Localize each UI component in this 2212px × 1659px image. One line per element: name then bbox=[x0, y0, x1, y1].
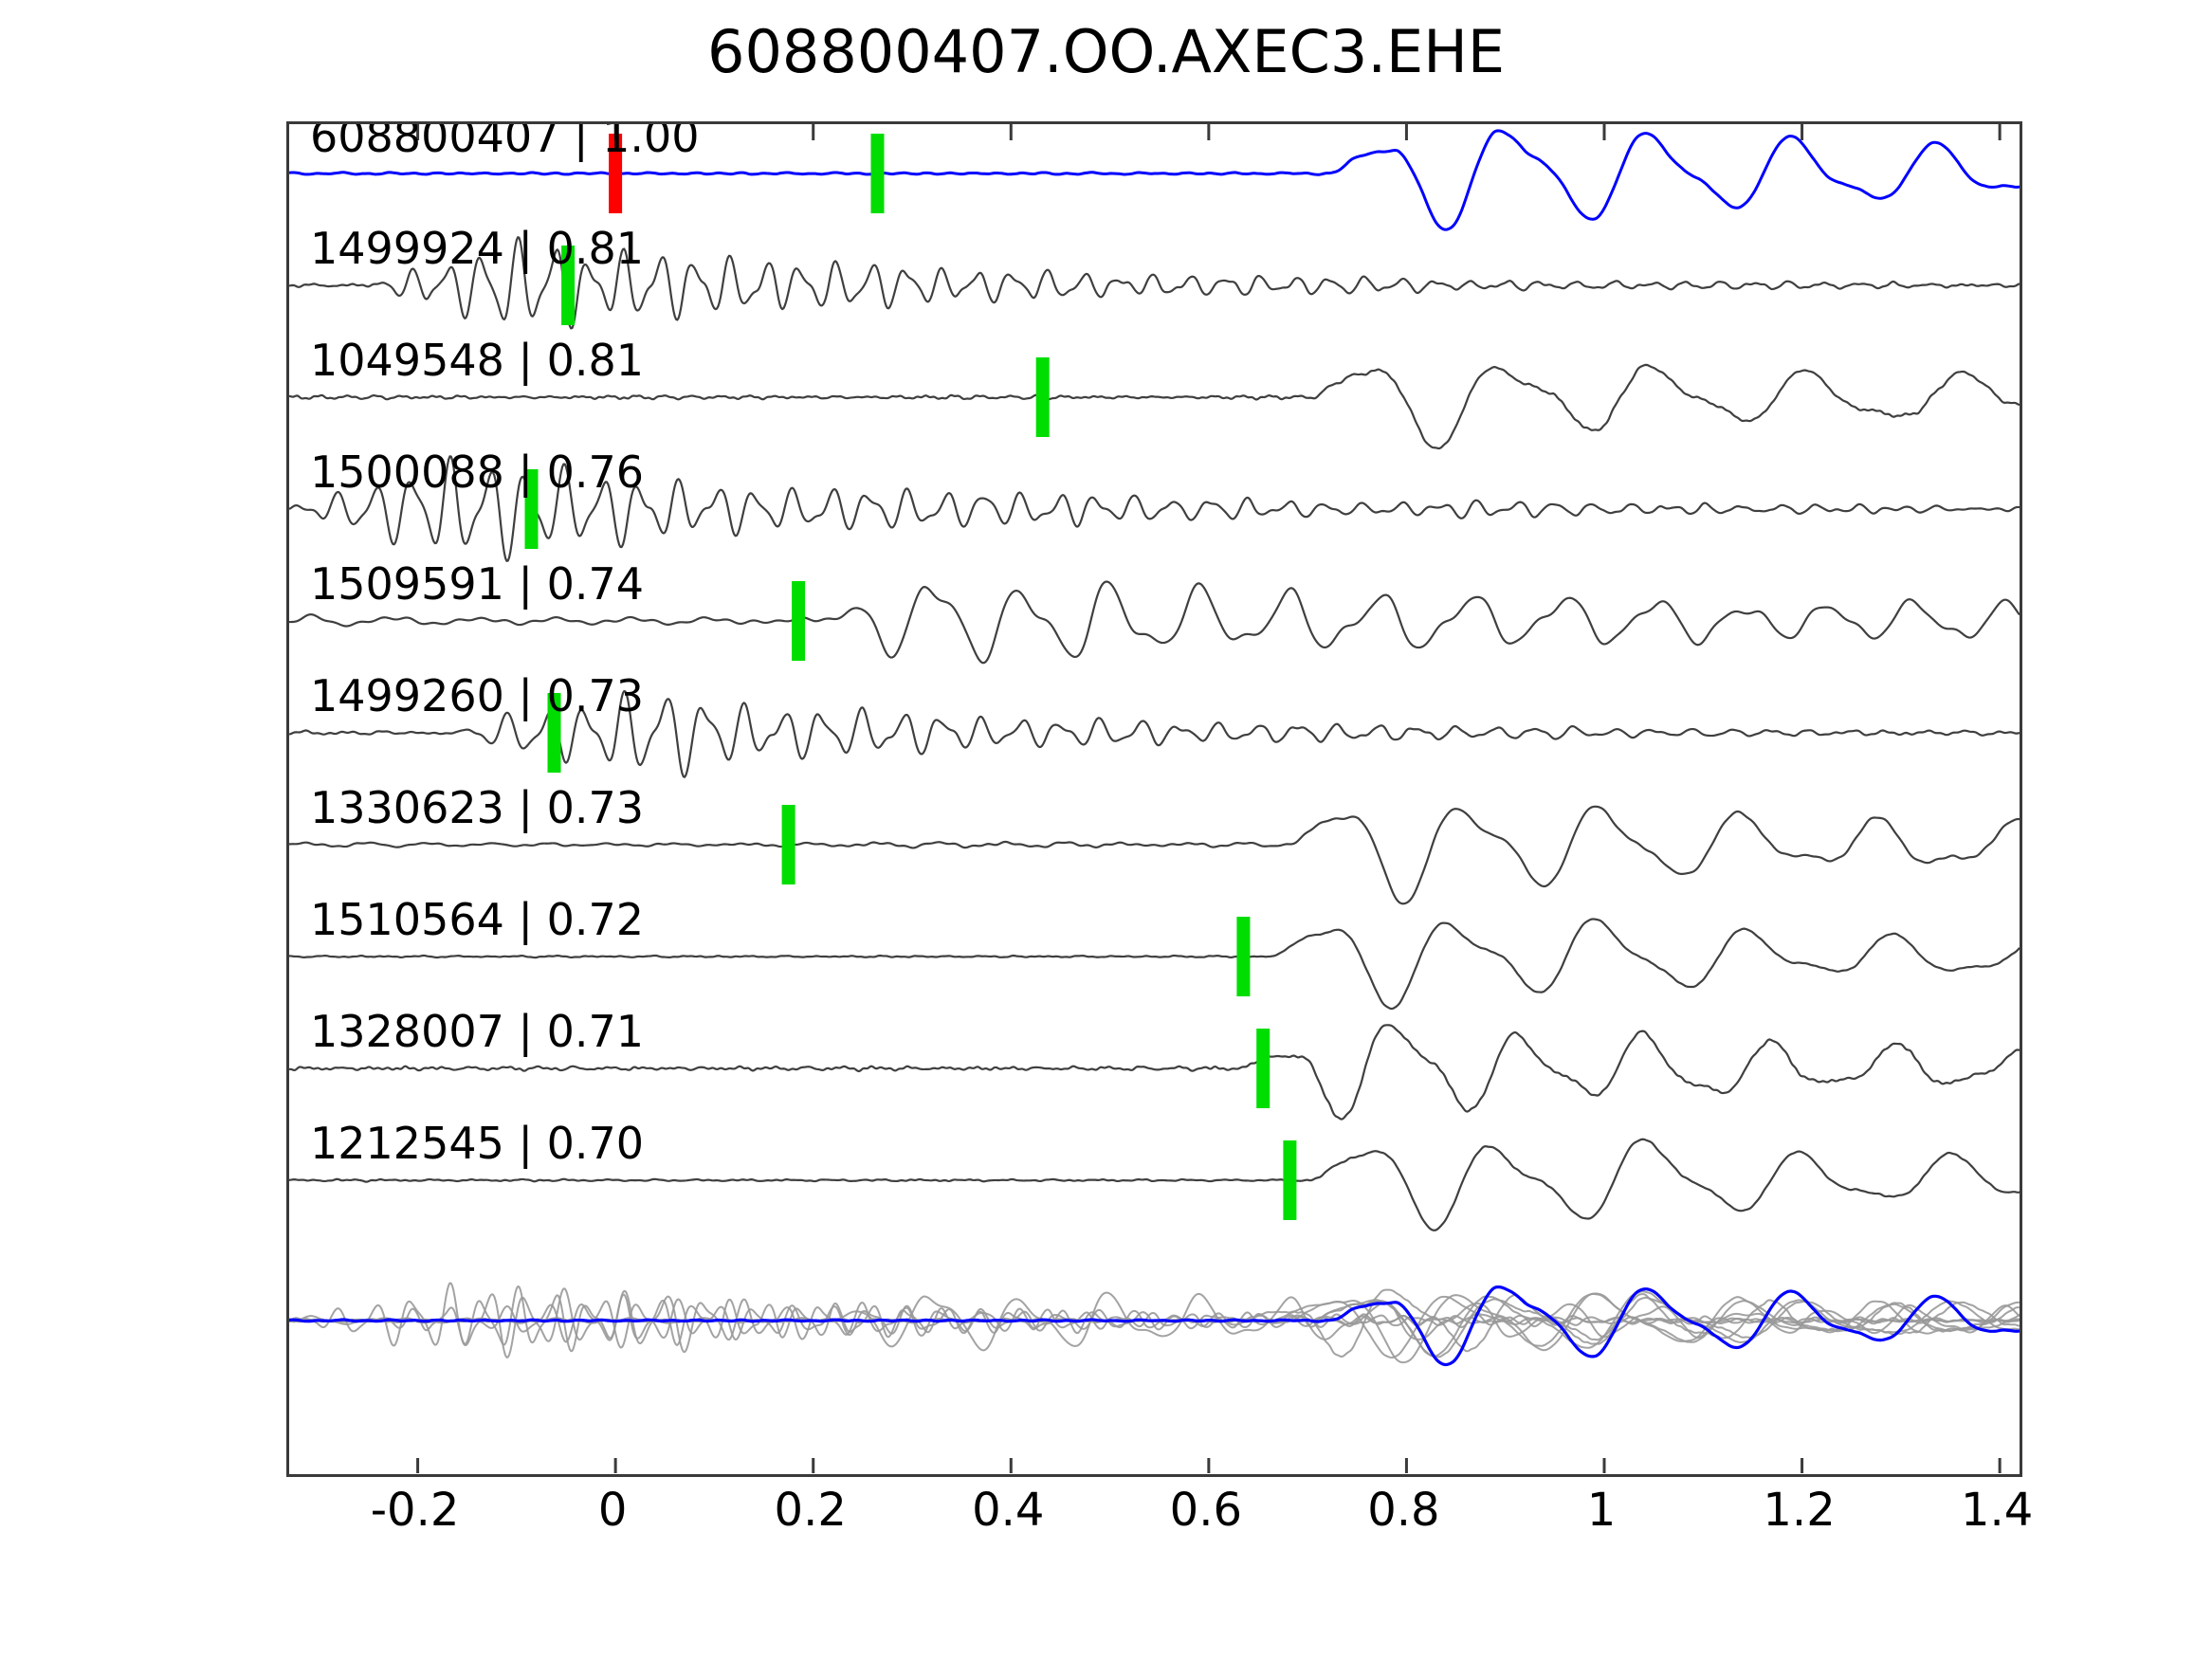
secondary-pick-marker-608800407 bbox=[870, 134, 885, 213]
x-axis-ticks: -0.2 0 0.2 0.4 0.6 0.8 1 1.2 1.4 bbox=[286, 1484, 2034, 1559]
waveform-trace-1499260 bbox=[289, 689, 2020, 778]
phase-pick-marker-1212545 bbox=[1283, 1140, 1297, 1220]
waveform-trace-1500088 bbox=[289, 455, 2020, 562]
x-tick-label: -0.2 bbox=[370, 1484, 460, 1537]
waveform-trace-1212545 bbox=[289, 1138, 2020, 1231]
phase-pick-marker-1500088 bbox=[524, 469, 539, 549]
x-tick-label: 0.4 bbox=[972, 1484, 1045, 1537]
waveform-trace-1328007 bbox=[289, 1024, 2020, 1121]
x-tick-label: 0.6 bbox=[1169, 1484, 1243, 1537]
x-tick-label: 1.2 bbox=[1763, 1484, 1836, 1537]
phase-pick-marker-1499924 bbox=[561, 246, 576, 325]
x-tick-label: 1 bbox=[1586, 1484, 1617, 1537]
waveform-trace-1499924 bbox=[289, 236, 2020, 330]
overlay-trace-1499924 bbox=[289, 1285, 2020, 1353]
phase-pick-marker-1330623 bbox=[781, 805, 795, 884]
overlay-trace-1499260 bbox=[289, 1289, 2020, 1354]
phase-pick-marker-608800407 bbox=[609, 134, 623, 213]
x-tick-label: 1.4 bbox=[1960, 1484, 2034, 1537]
phase-pick-marker-1510564 bbox=[1236, 917, 1251, 996]
waveform-trace-1510564 bbox=[289, 918, 2020, 1011]
plot-area: 608800407 | 1.00 1499924 | 0.81 1049548 | … bbox=[286, 121, 2022, 1477]
phase-pick-marker-1499260 bbox=[547, 693, 561, 773]
waveform-trace-1330623 bbox=[289, 805, 2020, 905]
waveform-trace-608800407 bbox=[289, 129, 2020, 231]
overlay-reference-trace bbox=[289, 1285, 2020, 1367]
waveform-trace-1509591 bbox=[289, 580, 2020, 665]
x-tick-label: 0.8 bbox=[1367, 1484, 1440, 1537]
page-title: 608800407.OO.AXEC3.EHE bbox=[707, 17, 1505, 86]
waveform-trace-1049548 bbox=[289, 363, 2020, 450]
phase-pick-marker-1049548 bbox=[1035, 357, 1050, 437]
waveform-canvas bbox=[289, 124, 2020, 1473]
x-tick-label: 0 bbox=[597, 1484, 628, 1537]
phase-pick-marker-1328007 bbox=[1256, 1029, 1271, 1108]
x-tick-label: 0.2 bbox=[774, 1484, 847, 1537]
phase-pick-marker-1509591 bbox=[792, 581, 806, 661]
